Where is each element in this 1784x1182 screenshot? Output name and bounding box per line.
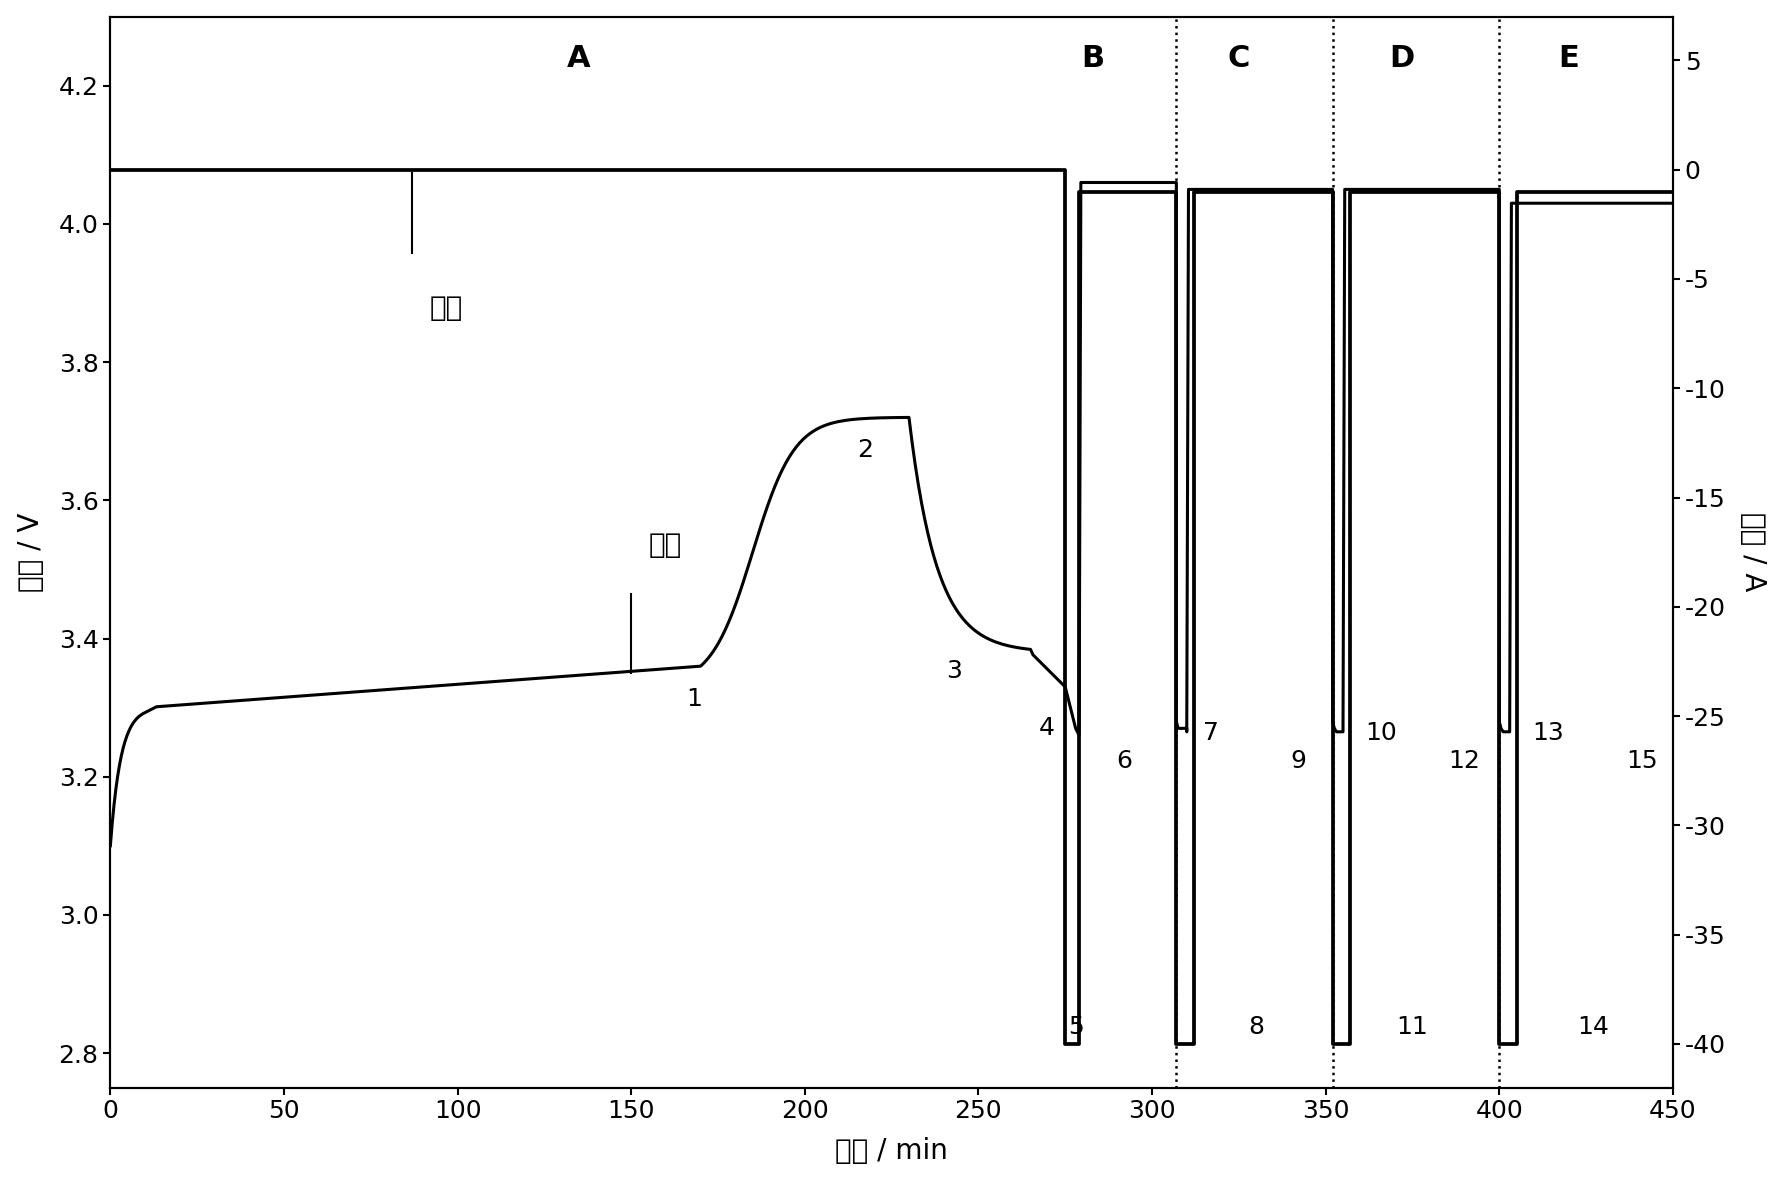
Text: 12: 12 [1449,749,1481,773]
Text: 6: 6 [1117,749,1133,773]
Text: 9: 9 [1290,749,1306,773]
Text: 14: 14 [1577,1015,1609,1039]
Text: 7: 7 [1202,721,1218,746]
Text: 11: 11 [1397,1015,1429,1039]
Text: D: D [1390,44,1415,72]
Text: 电压: 电压 [649,531,681,559]
Text: B: B [1081,44,1104,72]
Text: 8: 8 [1249,1015,1265,1039]
Text: C: C [1227,44,1251,72]
Text: 15: 15 [1625,749,1657,773]
Y-axis label: 电压 / V: 电压 / V [16,513,45,592]
Text: 10: 10 [1365,721,1397,746]
Text: 2: 2 [856,439,872,462]
Text: 5: 5 [1069,1015,1083,1039]
Text: E: E [1557,44,1579,72]
Text: 13: 13 [1532,721,1565,746]
Y-axis label: 电流 / A: 电流 / A [1739,513,1768,592]
Text: 3: 3 [946,660,962,683]
Text: 4: 4 [1038,716,1054,740]
Text: 电流: 电流 [430,294,464,322]
X-axis label: 时间 / min: 时间 / min [835,1137,947,1165]
Text: A: A [567,44,591,72]
Text: 1: 1 [685,687,701,710]
